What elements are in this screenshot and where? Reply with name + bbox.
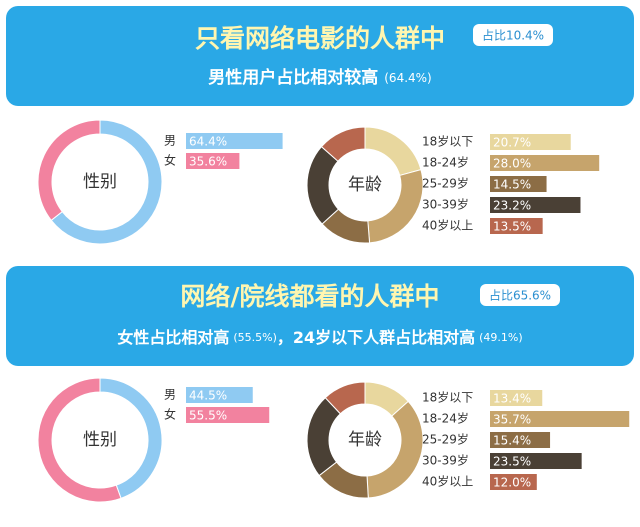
donut-title: 年龄	[348, 430, 382, 450]
subtitle-part: (64.4%)	[384, 71, 431, 85]
donut-segment	[37, 377, 122, 503]
bar	[490, 155, 600, 171]
legend-label: 18岁以下	[422, 134, 473, 149]
panel-subtitle: 女性占比相对高 (55.5%)，24岁以下人群占比相对高 (49.1%)	[117, 328, 522, 347]
value-label: 23.2%	[493, 199, 531, 213]
badge-box	[480, 284, 560, 306]
subtitle-part: 女性占比相对高	[117, 328, 229, 347]
legend-label: 25-29岁	[422, 432, 469, 447]
subtitle-part: (55.5%)	[233, 331, 277, 344]
legend-label: 18岁以下	[422, 390, 473, 405]
legend-label: 18-24岁	[422, 155, 469, 170]
legend-label: 18-24岁	[422, 411, 469, 426]
donut-segment	[37, 119, 101, 222]
bar	[186, 153, 240, 169]
bar	[490, 432, 551, 448]
value-label: 14.5%	[493, 178, 531, 192]
legend-label: 40岁以上	[422, 474, 473, 489]
badge: 占比10.4%	[482, 28, 544, 43]
donut-segment	[320, 126, 366, 162]
legend-label: 30-39岁	[422, 197, 469, 212]
bar	[490, 134, 571, 150]
donut-title: 年龄	[348, 175, 382, 195]
bar	[490, 453, 582, 469]
legend-label: 女	[164, 153, 176, 168]
donut-segment	[50, 119, 163, 245]
value-label: 55.5%	[189, 409, 227, 423]
bar	[490, 218, 543, 234]
header-box	[6, 6, 634, 106]
subtitle-part: 男性用户占比相对较高	[208, 67, 378, 88]
legend-label: 男	[164, 388, 176, 402]
legend-label: 30-39岁	[422, 453, 469, 468]
badge-box	[473, 24, 553, 46]
bar	[490, 390, 543, 406]
bar	[490, 474, 537, 490]
value-label: 20.7%	[493, 136, 531, 150]
donut-title: 性别	[83, 172, 117, 192]
panel-header: 只看网络电影的人群中 占比10.4% 男性用户占比相对较高 (64.4%)	[6, 6, 634, 106]
value-label: 13.5%	[493, 220, 531, 234]
value-label: 15.4%	[493, 434, 531, 448]
bar	[490, 197, 581, 213]
badge: 占比65.6%	[489, 288, 551, 303]
value-label: 64.4%	[189, 135, 227, 149]
donut-segment	[324, 381, 366, 415]
donut-segment	[364, 126, 422, 177]
donut-segment	[306, 145, 340, 225]
header-box	[6, 266, 634, 366]
bar	[490, 176, 547, 192]
subtitle-part: (49.1%)	[479, 331, 523, 344]
panel-subtitle: 男性用户占比相对较高 (64.4%)	[208, 67, 431, 88]
value-label: 13.4%	[493, 392, 531, 406]
bar	[186, 387, 253, 403]
bar	[186, 133, 283, 149]
panel-title: 网络/院线都看的人群中	[180, 282, 439, 311]
bar	[490, 411, 630, 427]
value-label: 28.0%	[493, 157, 531, 171]
value-label: 12.0%	[493, 476, 531, 490]
legend-label: 男	[164, 134, 176, 148]
value-label: 44.5%	[189, 389, 227, 403]
legend-label: 女	[164, 407, 176, 422]
subtitle-part: ，24岁以下人群占比相对高	[277, 328, 475, 347]
value-label: 35.6%	[189, 155, 227, 169]
panel-title: 只看网络电影的人群中	[195, 24, 445, 53]
value-label: 23.5%	[493, 455, 531, 469]
panel-header: 网络/院线都看的人群中 占比65.6% 女性占比相对高 (55.5%)，24岁以下…	[6, 266, 634, 366]
donut-title: 性别	[83, 430, 117, 450]
value-label: 35.7%	[493, 413, 531, 427]
legend-label: 40岁以上	[422, 218, 473, 233]
bar	[186, 407, 270, 423]
legend-label: 25-29岁	[422, 176, 469, 191]
